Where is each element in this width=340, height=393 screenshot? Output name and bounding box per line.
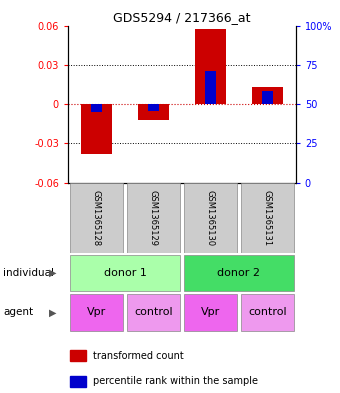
- Text: donor 2: donor 2: [217, 268, 260, 278]
- Text: GSM1365128: GSM1365128: [92, 190, 101, 246]
- Text: control: control: [248, 307, 287, 318]
- Bar: [91, 104, 102, 112]
- Title: GDS5294 / 217366_at: GDS5294 / 217366_at: [113, 11, 251, 24]
- Bar: [184, 184, 237, 253]
- Bar: [70, 255, 180, 291]
- Bar: [70, 184, 123, 253]
- Bar: [262, 91, 273, 104]
- Text: individual: individual: [3, 268, 54, 278]
- Bar: [127, 294, 180, 331]
- Text: Vpr: Vpr: [201, 307, 220, 318]
- Bar: [70, 350, 86, 361]
- Bar: [241, 294, 294, 331]
- Text: GSM1365131: GSM1365131: [263, 190, 272, 246]
- Bar: [205, 72, 216, 104]
- Bar: [195, 29, 226, 104]
- Text: transformed count: transformed count: [93, 351, 184, 361]
- Bar: [127, 184, 180, 253]
- Text: control: control: [134, 307, 173, 318]
- Text: GSM1365130: GSM1365130: [206, 190, 215, 246]
- Text: agent: agent: [3, 307, 34, 318]
- Text: Vpr: Vpr: [87, 307, 106, 318]
- Text: donor 1: donor 1: [103, 268, 147, 278]
- Text: ▶: ▶: [49, 268, 56, 278]
- Text: percentile rank within the sample: percentile rank within the sample: [93, 376, 258, 386]
- Bar: [81, 104, 112, 154]
- Bar: [184, 255, 294, 291]
- Bar: [148, 104, 159, 111]
- Bar: [70, 376, 86, 387]
- Bar: [138, 104, 169, 120]
- Text: ▶: ▶: [49, 307, 56, 318]
- Bar: [184, 294, 237, 331]
- Bar: [70, 294, 123, 331]
- Text: GSM1365129: GSM1365129: [149, 190, 158, 246]
- Bar: [252, 87, 283, 104]
- Bar: [241, 184, 294, 253]
